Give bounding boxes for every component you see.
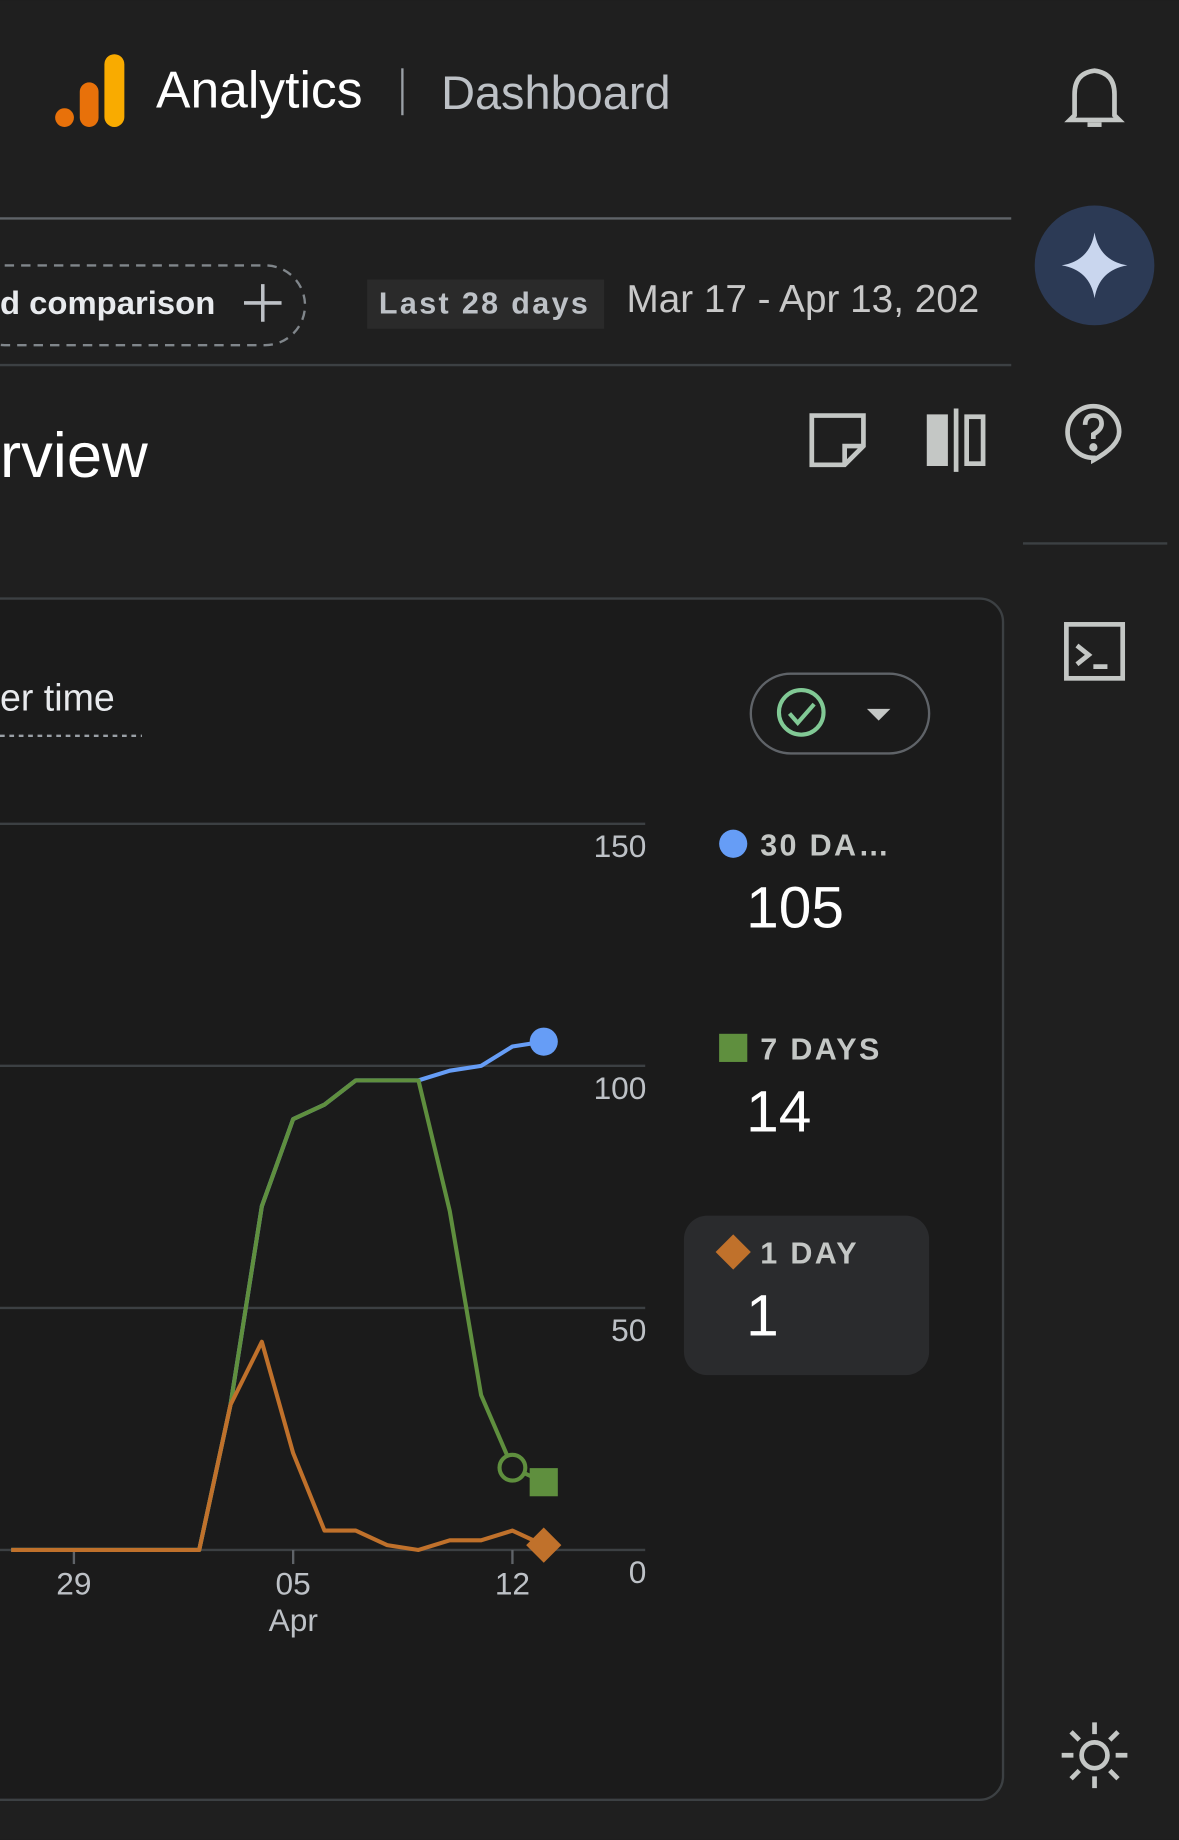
y-tick-label: 150 [594,828,647,864]
x-tick-label: 05 [276,1566,311,1602]
compare-icon[interactable] [926,408,986,472]
y-tick-label: 50 [611,1312,646,1348]
comparison-label: d comparison [0,284,215,321]
card-title: er time [0,677,115,719]
date-range[interactable]: Mar 17 - Apr 13, 202 [626,278,979,321]
end-marker [526,1527,562,1563]
theme-button[interactable] [1061,1722,1128,1789]
help-button[interactable] [1065,403,1122,465]
logo [55,54,125,127]
legend-name: 30 DA… [760,828,891,862]
status-toggle[interactable] [749,672,931,755]
series-line [11,1339,545,1553]
legend-name: 1 DAY [760,1237,859,1271]
end-marker [529,1468,558,1497]
legend-marker [719,829,748,858]
notes-icon[interactable] [809,413,866,468]
y-tick-label: 100 [594,1070,647,1106]
legend-value: 1 [746,1284,779,1349]
x-tick-label: 29 [56,1566,91,1602]
y-tick-label: 0 [629,1554,647,1590]
legend-marker [719,1033,748,1062]
notifications-button[interactable] [1064,68,1125,127]
x-tick-label: 12 [495,1566,530,1602]
comparison-chip[interactable] [0,264,307,347]
chart: 0 50 100 150 29 05 12 30 DA… 105 7 DAYS 14 1 DAY 1 [0,822,930,1602]
terminal-button[interactable] [1064,622,1126,681]
date-preset[interactable]: Last 28 days [379,286,590,320]
legend-name: 7 DAYS [760,1032,881,1066]
assistant-button[interactable] [1034,205,1155,326]
legend-value: 105 [746,875,844,940]
section-title: rview [0,421,148,491]
date-preset-bg [367,279,605,329]
end-marker [529,1027,558,1056]
hover-point [497,1452,528,1483]
legend-marker [715,1234,751,1270]
card [0,597,1005,1802]
app-name: Analytics [156,61,363,119]
x-month-label: Apr [269,1602,319,1638]
plus-icon [244,284,282,322]
legend-value: 14 [746,1079,811,1144]
page-name: Dashboard [441,67,670,119]
